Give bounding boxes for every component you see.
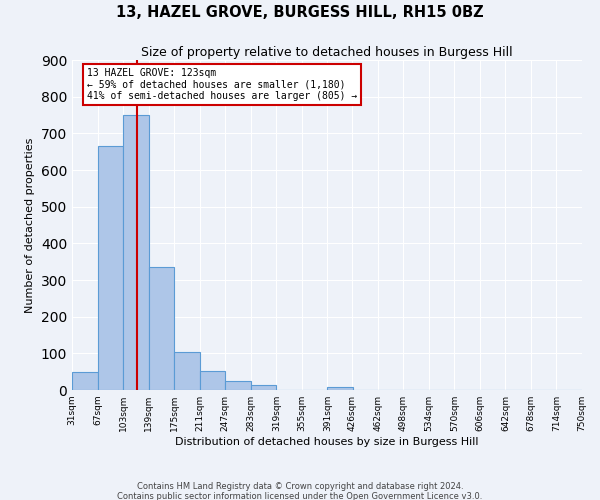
Text: 13 HAZEL GROVE: 123sqm
← 59% of detached houses are smaller (1,180)
41% of semi-: 13 HAZEL GROVE: 123sqm ← 59% of detached…	[88, 68, 358, 102]
Bar	[251, 385, 276, 390]
Bar	[328, 387, 353, 390]
Bar	[225, 381, 251, 390]
Bar	[98, 146, 123, 390]
Bar	[72, 372, 98, 390]
Text: Contains HM Land Registry data © Crown copyright and database right 2024.
Contai: Contains HM Land Registry data © Crown c…	[118, 482, 482, 500]
Bar	[200, 371, 225, 390]
X-axis label: Distribution of detached houses by size in Burgess Hill: Distribution of detached houses by size …	[175, 437, 479, 447]
Bar	[123, 115, 149, 390]
Title: Size of property relative to detached houses in Burgess Hill: Size of property relative to detached ho…	[141, 46, 513, 59]
Y-axis label: Number of detached properties: Number of detached properties	[25, 138, 35, 312]
Bar	[174, 352, 200, 390]
Bar	[149, 267, 174, 390]
Text: 13, HAZEL GROVE, BURGESS HILL, RH15 0BZ: 13, HAZEL GROVE, BURGESS HILL, RH15 0BZ	[116, 5, 484, 20]
